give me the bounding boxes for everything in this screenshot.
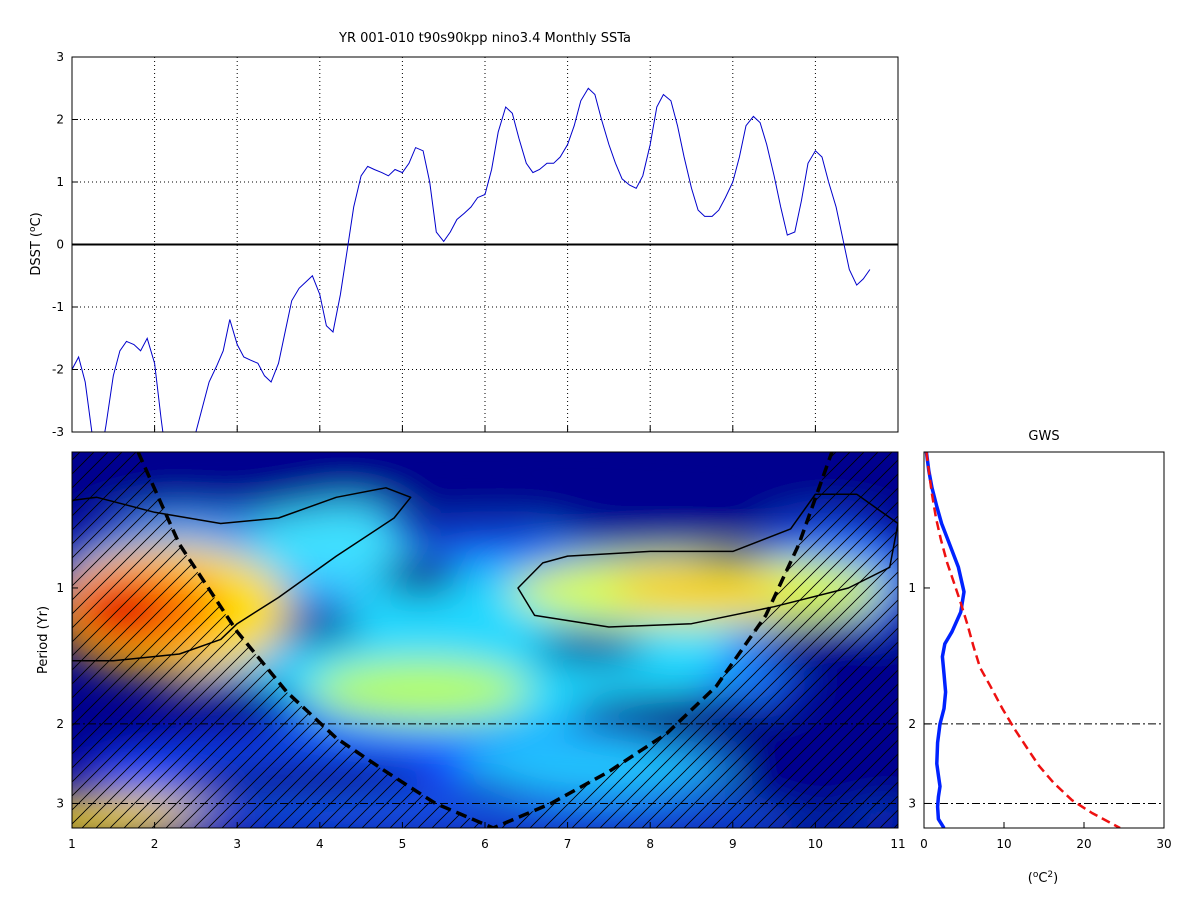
gws-y-tick-label: 3 (908, 796, 916, 810)
wavelet-x-tick-label: 3 (233, 837, 241, 851)
wavelet-y-ticks: 1 2 3 (56, 581, 78, 810)
ssta-y-tick-label: 2 (56, 113, 64, 127)
gws-x-tick-label: 20 (1076, 837, 1091, 851)
ssta-title: YR 001-010 t90s90kpp nino3.4 Monthly SST… (338, 31, 631, 46)
wavelet-reference-period-lines (72, 723, 898, 804)
wavelet-x-tick-label: 7 (564, 837, 572, 851)
wavelet-x-tick-label: 2 (151, 837, 159, 851)
gws-y-tick-label: 2 (908, 717, 916, 731)
significance-contour (517, 493, 898, 628)
wavelet-y-tick-label: 3 (56, 796, 64, 810)
wavelet-x-ticks: 1 2 3 4 5 6 7 8 9 10 11 (68, 822, 906, 851)
gws-y-ticks: 1 2 3 (908, 581, 930, 810)
ssta-y-tick-label: -3 (52, 425, 64, 439)
wavelet-x-tick-label: 10 (808, 837, 823, 851)
cone-of-influence-line (136, 452, 834, 828)
wavelet-y-tick-label: 2 (56, 717, 64, 731)
gws-background (924, 452, 1164, 828)
gws-significance-line (925, 452, 1121, 828)
wavelet-x-tick-label: 5 (399, 837, 407, 851)
ssta-y-label: DSST (oC) (28, 212, 44, 275)
wavelet-y-label: Period (Yr) (36, 606, 51, 674)
ssta-series-line (72, 87, 871, 432)
wavelet-x-tick-label: 1 (68, 837, 76, 851)
wavelet-x-tick-label: 4 (316, 837, 324, 851)
ssta-panel: YR 001-010 t90s90kpp nino3.4 Monthly SST… (28, 31, 899, 439)
gws-y-tick-label: 1 (908, 581, 916, 595)
gws-x-ticks: 0 10 20 30 (920, 822, 1172, 851)
significance-contours (72, 487, 898, 662)
wavelet-x-tick-label: 11 (890, 837, 905, 851)
ssta-y-tick-label: -1 (52, 300, 64, 314)
gws-reference-period-lines (924, 723, 1164, 804)
wavelet-x-tick-label: 6 (481, 837, 489, 851)
gws-spectrum-line (924, 452, 966, 828)
ssta-y-tick-label: 1 (56, 175, 64, 189)
ssta-y-tick-label: 0 (56, 238, 64, 252)
gws-panel: GWS 0 10 20 30 1 2 3 (oC2) (908, 429, 1171, 886)
wavelet-power-panel: 1 2 3 4 5 6 7 8 9 10 11 123 Period (Yr) (36, 451, 906, 851)
gws-x-label: (oC2) (1028, 870, 1058, 886)
gws-x-tick-label: 0 (920, 837, 928, 851)
gws-frame (923, 451, 1165, 829)
significance-contour (72, 487, 412, 662)
ssta-y-ticks: -3 -2 -1 0 1 2 3 (52, 50, 78, 439)
ssta-y-tick-label: -2 (52, 363, 64, 377)
cone-of-influence-hatch (72, 452, 898, 828)
gws-x-tick-label: 10 (996, 837, 1011, 851)
gws-title: GWS (1028, 429, 1059, 444)
ssta-y-tick-label: 3 (56, 50, 64, 64)
wavelet-x-tick-label: 8 (646, 837, 654, 851)
gws-series (924, 452, 1121, 828)
gws-x-tick-label: 30 (1156, 837, 1171, 851)
wavelet-x-tick-label: 9 (729, 837, 737, 851)
wavelet-y-tick-label: 1 (56, 581, 64, 595)
